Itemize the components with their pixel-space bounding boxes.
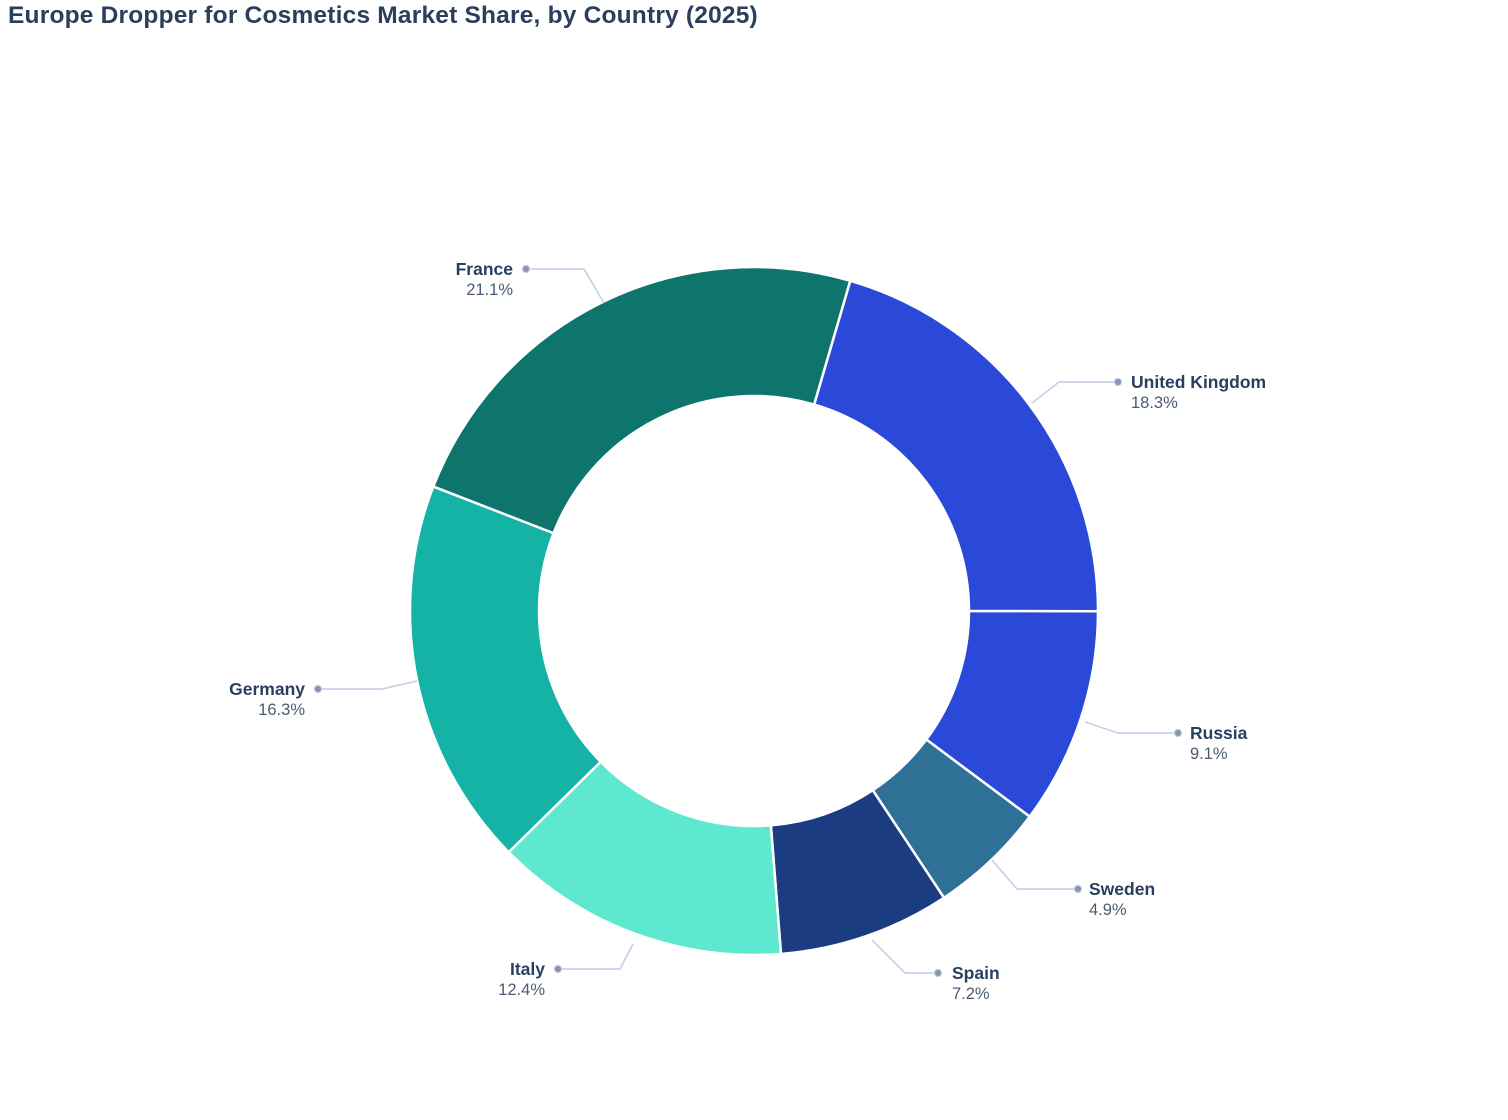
label-russia: Russia 9.1%: [1190, 722, 1247, 765]
leader-dot-united-kingdom: [1113, 377, 1123, 387]
label-united-kingdom-pct: 18.3%: [1131, 394, 1178, 412]
leader-line-italy: [559, 943, 634, 970]
label-france-pct: 21.1%: [466, 281, 513, 299]
leader-line-russia: [1084, 721, 1177, 734]
label-spain-pct: 7.2%: [952, 985, 990, 1003]
label-italy-pct: 12.4%: [498, 981, 545, 999]
label-germany-name: Germany: [229, 679, 305, 699]
leader-dot-spain: [933, 968, 943, 978]
label-united-kingdom-name: United Kingdom: [1131, 372, 1267, 392]
label-russia-pct: 9.1%: [1190, 745, 1228, 763]
leader-line-germany: [319, 680, 418, 690]
chart-title: Europe Dropper for Cosmetics Market Shar…: [8, 2, 758, 29]
label-italy-name: Italy: [509, 959, 545, 979]
leader-dot-italy: [553, 964, 563, 974]
leader-line-sweden: [991, 859, 1077, 890]
slice-germany[interactable]: [408, 485, 602, 854]
label-united-kingdom: United Kingdom 18.3%: [1131, 371, 1266, 414]
slice-united-kingdom[interactable]: [812, 279, 1100, 613]
leader-dot-russia: [1173, 728, 1183, 738]
label-germany-pct: 16.3%: [258, 701, 305, 719]
label-sweden-name: Sweden: [1089, 879, 1156, 899]
leader-line-france: [527, 268, 605, 304]
label-russia-name: Russia: [1190, 723, 1248, 743]
label-france-name: France: [455, 259, 513, 279]
label-sweden-pct: 4.9%: [1089, 901, 1127, 919]
slice-france[interactable]: [432, 265, 852, 535]
leader-dot-france: [521, 264, 531, 274]
leader-line-spain: [871, 939, 937, 974]
leader-dot-germany: [313, 684, 323, 694]
label-spain: Spain 7.2%: [952, 962, 1000, 1005]
leader-line-united-kingdom: [1031, 381, 1117, 404]
label-italy: Italy 12.4%: [498, 958, 545, 1001]
label-spain-name: Spain: [952, 963, 1000, 983]
leader-dot-sweden: [1073, 884, 1083, 894]
label-sweden: Sweden 4.9%: [1089, 878, 1155, 921]
label-germany: Germany 16.3%: [229, 678, 305, 721]
label-france: France 21.1%: [456, 258, 513, 301]
